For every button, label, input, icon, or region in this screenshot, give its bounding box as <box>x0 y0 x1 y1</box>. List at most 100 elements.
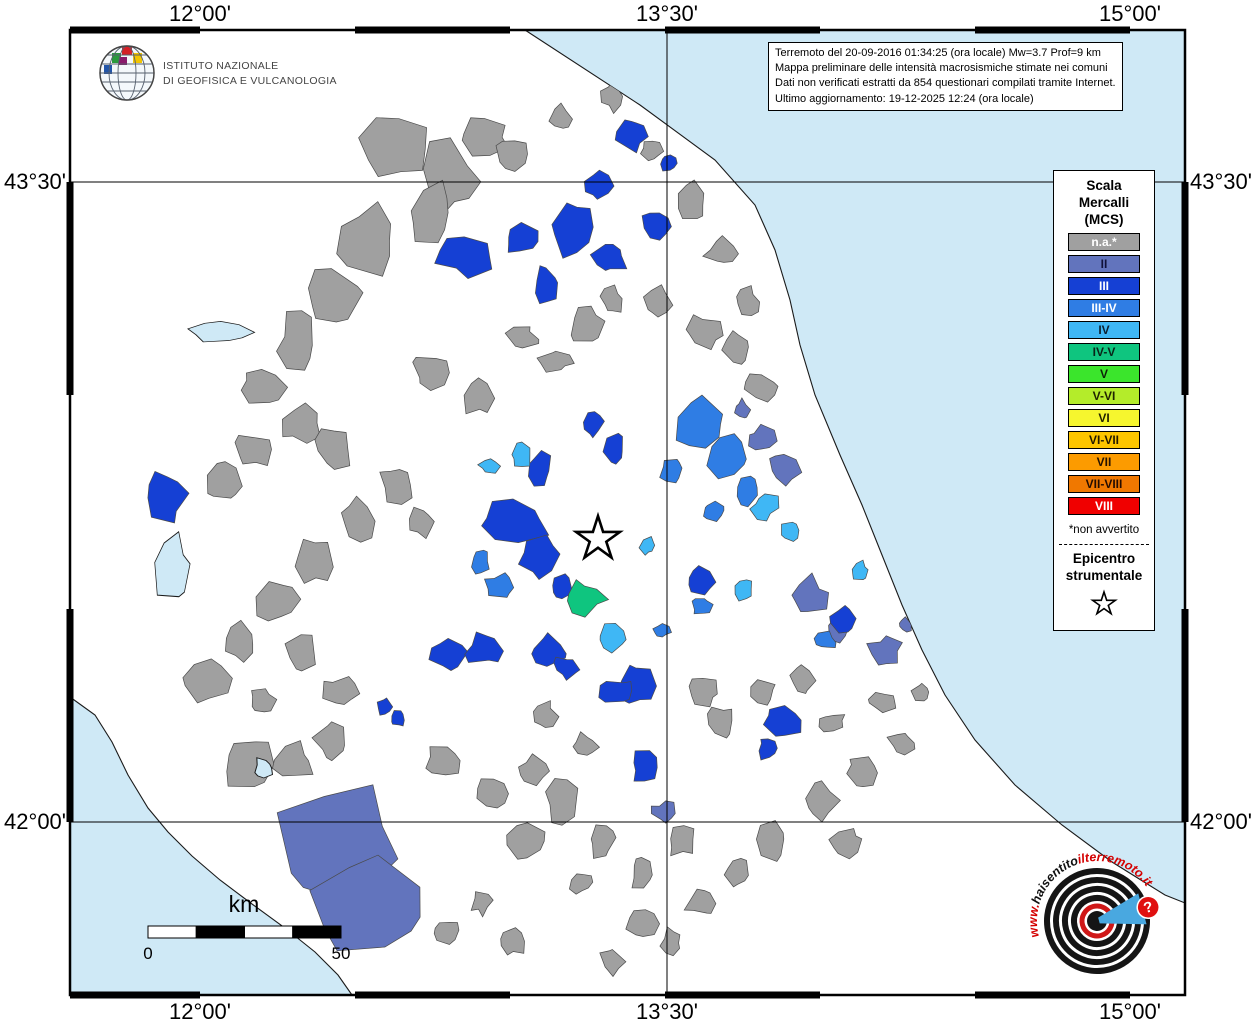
event-info-box: Terremoto del 20-09-2016 01:34:25 (ora l… <box>768 42 1123 111</box>
municipality-patch-na <box>590 824 617 859</box>
municipality-patch-na <box>695 109 716 131</box>
municipality-patch-na <box>518 753 550 787</box>
municipality-patch-na <box>463 377 496 415</box>
municipality-patch-na <box>294 538 334 584</box>
legend-epicenter-title: Epicentro strumentale <box>1065 550 1143 583</box>
legend-item-II: II <box>1068 254 1140 273</box>
lake <box>154 530 191 598</box>
municipality-patch-na <box>358 117 427 177</box>
municipality-patch-III_IV <box>736 475 758 508</box>
municipality-patch-III_IV <box>659 459 683 484</box>
municipality-patch-III <box>829 605 857 634</box>
municipality-patch-na <box>743 373 779 403</box>
legend-item-V_VI: V-VI <box>1068 386 1140 405</box>
municipality-patch-na <box>659 926 681 957</box>
axis-label-bottom-15: 15°00' <box>1099 999 1161 1024</box>
municipality-patch-III_IV <box>471 549 490 575</box>
municipality-patch-IV <box>511 441 531 467</box>
municipality-patch-na <box>533 700 560 728</box>
legend-item-VII: VII <box>1068 452 1140 471</box>
municipality-patch-na <box>723 858 749 888</box>
municipality-patch-na <box>789 664 817 694</box>
municipality-patch-na <box>640 140 665 162</box>
municipality-patch-na <box>225 619 254 663</box>
municipality-patch-na <box>470 891 494 918</box>
municipality-patch-na <box>868 692 897 714</box>
legend-title: Scala Mercalli (MCS) <box>1078 178 1130 227</box>
epicenter-star-icon <box>572 511 624 562</box>
legend-items: n.a.* II III III-IV IV IV-V V V-VI VI VI-VII VII VI… <box>1054 232 1154 515</box>
municipality-patch-III <box>589 243 628 271</box>
epicenter-star <box>572 511 624 562</box>
municipality-patch-na <box>336 201 391 277</box>
municipality-patch-III <box>464 631 504 663</box>
municipality-patch-II <box>791 572 829 613</box>
municipality-patch-na <box>721 330 749 365</box>
municipality-patch-III <box>583 169 615 200</box>
axis-label-right-42: 42°00' <box>1190 809 1252 834</box>
municipality-patch-na <box>677 179 705 220</box>
municipality-patch-III <box>598 681 633 703</box>
legend-item-V: V <box>1068 364 1140 383</box>
legend-item-na: n.a.* <box>1068 232 1140 251</box>
ingv-wordmark: ISTITUTO NAZIONALE DI GEOFISICA E VULCAN… <box>163 59 337 88</box>
municipality-patch-III <box>614 119 649 154</box>
municipality-patch-na <box>234 435 272 467</box>
municipality-patch-na <box>631 857 653 889</box>
legend-item-VI_VII: VI-VII <box>1068 430 1140 449</box>
municipality-patch-na <box>206 461 243 499</box>
municipality-patch-na <box>322 676 361 705</box>
municipality-patch-IV <box>851 559 869 580</box>
axis-label-right-4330: 43°30' <box>1190 169 1252 194</box>
municipality-patch-na <box>536 350 575 373</box>
municipality-patch-na <box>600 82 623 115</box>
municipality-patch-IV <box>749 493 780 522</box>
municipality-patch-na <box>182 658 233 704</box>
municipality-patch-na <box>736 285 760 317</box>
municipality-patch-na <box>500 927 525 956</box>
municipality-patch-na <box>818 714 846 733</box>
municipality-patch-na <box>545 778 579 826</box>
municipality-patch-na <box>504 326 540 349</box>
wave-cone-icon <box>1098 893 1147 925</box>
municipality-patch-III_IV <box>484 572 515 598</box>
municipality-patches <box>147 82 956 978</box>
municipality-patch-III <box>583 411 605 439</box>
ingv-line1: ISTITUTO NAZIONALE <box>163 60 279 72</box>
municipality-patch-na <box>379 469 413 505</box>
municipality-patch-III <box>507 221 539 253</box>
municipality-patch-na <box>750 679 776 706</box>
legend-item-III: III <box>1068 276 1140 295</box>
axis-label-top-15: 15°00' <box>1099 1 1161 26</box>
municipality-patch-III <box>641 212 672 241</box>
municipality-patch-na <box>412 357 450 391</box>
municipality-patch-na <box>409 506 435 540</box>
municipality-patch-na <box>433 922 460 945</box>
municipality-patch-II <box>899 616 912 633</box>
municipality-patch-III <box>552 573 573 600</box>
ingv-logo-icon <box>99 45 155 101</box>
question-mark: ? <box>1142 898 1155 917</box>
municipality-patch-na <box>886 733 916 756</box>
municipality-patch-III <box>553 656 581 681</box>
municipality-patch-na <box>599 284 623 313</box>
municipality-patch-na <box>314 428 351 470</box>
municipality-patch-na <box>599 949 627 978</box>
map-frame <box>66 26 1189 999</box>
municipality-patch-III <box>633 750 658 782</box>
legend-box: Scala Mercalli (MCS) n.a.* II III III-IV IV I… <box>1053 170 1155 632</box>
municipality-patch-na <box>251 688 278 713</box>
municipality-patch-III_IV <box>703 500 725 523</box>
municipality-patch-na <box>425 746 461 776</box>
municipality-patch-II <box>748 423 778 451</box>
municipality-patch-III <box>481 498 550 543</box>
municipality-patch-III <box>602 432 623 465</box>
municipality-patch-na <box>688 677 718 708</box>
municipality-patch-na <box>707 706 733 739</box>
municipality-patch-III <box>428 637 469 672</box>
municipality-patch-III_IV <box>706 433 747 480</box>
municipality-patch-III <box>434 236 493 280</box>
municipality-patch-na <box>311 721 345 762</box>
